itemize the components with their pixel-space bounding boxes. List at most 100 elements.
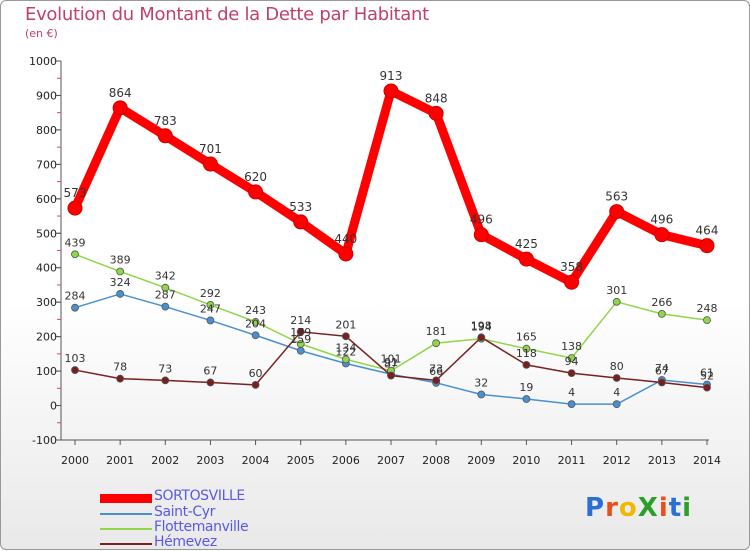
y-tick-label: 1000 xyxy=(29,55,57,68)
data-point xyxy=(248,184,264,200)
data-point xyxy=(654,227,670,243)
data-point xyxy=(387,371,395,380)
data-label: 134 xyxy=(335,341,356,354)
data-label: 248 xyxy=(697,302,718,315)
data-label: 247 xyxy=(200,302,221,315)
logo-letter: t xyxy=(668,493,683,523)
data-point xyxy=(296,327,305,336)
data-label: 848 xyxy=(425,91,448,105)
data-point xyxy=(477,390,486,399)
proxiti-logo: ProXiti xyxy=(585,493,692,523)
y-tick-label: 600 xyxy=(36,193,57,206)
x-tick-label: 2007 xyxy=(377,454,405,467)
data-point xyxy=(67,200,83,216)
data-label: 94 xyxy=(565,355,579,368)
data-point xyxy=(112,100,128,116)
data-label: 439 xyxy=(65,236,86,249)
x-tick-label: 2003 xyxy=(196,454,224,467)
x-tick-label: 2002 xyxy=(151,454,179,467)
data-point xyxy=(157,128,173,144)
data-point xyxy=(116,267,125,276)
data-point xyxy=(161,302,170,311)
data-point xyxy=(161,376,170,385)
data-label: 284 xyxy=(65,290,86,303)
data-point xyxy=(202,156,218,172)
data-point xyxy=(699,238,715,254)
data-point xyxy=(296,339,305,348)
data-label: 74 xyxy=(655,362,669,375)
data-label: 783 xyxy=(154,114,177,128)
data-label: 243 xyxy=(245,304,266,317)
data-label: 181 xyxy=(426,325,447,338)
data-point xyxy=(522,360,531,369)
data-label: 464 xyxy=(696,224,719,238)
logo-letter: P xyxy=(585,493,606,523)
data-label: 533 xyxy=(289,200,312,214)
data-point xyxy=(428,105,444,121)
data-point xyxy=(206,301,215,309)
x-tick-label: 2011 xyxy=(558,454,586,467)
data-label: 52 xyxy=(700,370,714,383)
data-label: 266 xyxy=(651,296,672,309)
data-label: 301 xyxy=(606,284,627,297)
data-label: 287 xyxy=(155,289,176,302)
data-label: 67 xyxy=(203,364,217,377)
data-label: 138 xyxy=(561,340,582,353)
x-tick-label: 2001 xyxy=(106,454,134,467)
data-label: 87 xyxy=(384,358,398,371)
data-point xyxy=(161,283,170,292)
data-point xyxy=(296,346,305,355)
y-tick-label: 800 xyxy=(36,124,57,137)
data-point xyxy=(609,204,625,220)
data-point xyxy=(612,374,621,382)
data-point xyxy=(612,400,621,409)
data-point xyxy=(206,378,215,387)
data-label: 179 xyxy=(290,326,311,339)
data-label: 103 xyxy=(65,352,86,365)
data-label: 194 xyxy=(471,321,492,334)
data-point xyxy=(567,354,576,362)
x-tick-label: 2004 xyxy=(242,454,270,467)
data-point xyxy=(522,344,531,353)
y-tick-label: 700 xyxy=(36,158,57,171)
logo-letter: i xyxy=(682,493,693,523)
data-label: 118 xyxy=(516,347,537,360)
x-tick-label: 2013 xyxy=(648,454,676,467)
data-label: 60 xyxy=(249,367,263,380)
data-point xyxy=(657,309,666,318)
data-point xyxy=(116,374,125,383)
data-label: 440 xyxy=(334,232,357,246)
data-label: 864 xyxy=(109,86,132,100)
data-point xyxy=(518,251,534,267)
data-label: 214 xyxy=(290,314,311,327)
data-label: 425 xyxy=(515,237,538,251)
data-point xyxy=(293,214,309,230)
data-point xyxy=(477,333,486,342)
data-label: 66 xyxy=(429,365,443,378)
data-point xyxy=(338,246,354,262)
data-point xyxy=(71,303,79,312)
series-line-saint-cyr xyxy=(74,293,708,405)
data-label: 701 xyxy=(199,142,222,156)
data-label: 292 xyxy=(200,287,221,300)
data-label: 620 xyxy=(244,170,267,184)
y-tick-label: 200 xyxy=(36,331,57,344)
legend-label: SORTOSVILLE xyxy=(154,488,245,504)
data-label: 324 xyxy=(110,276,131,289)
data-label: 165 xyxy=(516,331,537,344)
data-point xyxy=(116,290,125,298)
data-point xyxy=(703,383,711,392)
data-label: 4 xyxy=(568,386,575,399)
data-label: 78 xyxy=(113,361,127,374)
data-label: 201 xyxy=(335,318,356,331)
data-point xyxy=(383,83,399,99)
logo-letter: o xyxy=(618,493,638,523)
data-label: 73 xyxy=(429,362,443,375)
data-label: 573 xyxy=(64,186,87,200)
data-label: 61 xyxy=(700,367,714,380)
logo-letter: r xyxy=(605,493,619,523)
x-tick-label: 2010 xyxy=(512,454,540,467)
data-label: 80 xyxy=(610,360,624,373)
legend-label: Flottemanville xyxy=(154,519,249,535)
